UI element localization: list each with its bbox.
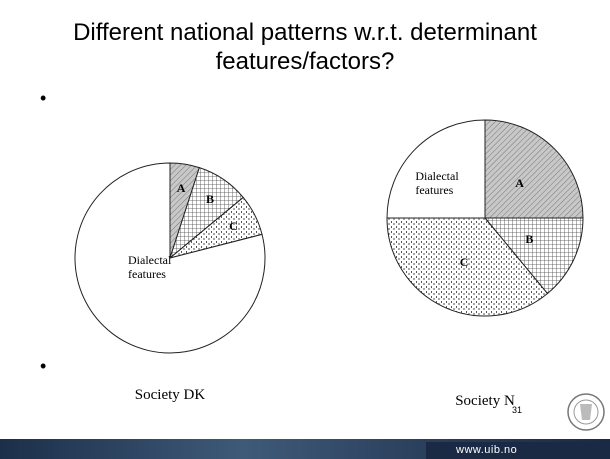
- pie-slice: [484, 119, 584, 219]
- slice-label: C: [229, 218, 238, 233]
- page-number: 31: [512, 405, 523, 415]
- slice-label: C: [459, 255, 469, 270]
- slice-label: Dialectal features: [415, 169, 459, 198]
- pie-slice: [74, 162, 266, 354]
- pie-slice: [386, 217, 549, 317]
- slice-label: B: [525, 231, 534, 246]
- footer-url: www.uib.no: [426, 442, 610, 459]
- bullet: •: [40, 88, 47, 108]
- pie-caption: Society N: [455, 393, 515, 409]
- slide-title: Different national patterns w.r.t. deter…: [73, 19, 537, 75]
- slice-label: A: [176, 180, 186, 195]
- logo: [567, 393, 605, 431]
- pie-slice: [483, 217, 584, 295]
- slice-label: A: [515, 176, 524, 191]
- bullet: •: [40, 356, 47, 376]
- pie-slice: [386, 119, 486, 219]
- slice-label: B: [206, 192, 215, 207]
- slice-label: Dialectal features: [128, 253, 172, 281]
- pie-caption: Society DK: [134, 387, 206, 403]
